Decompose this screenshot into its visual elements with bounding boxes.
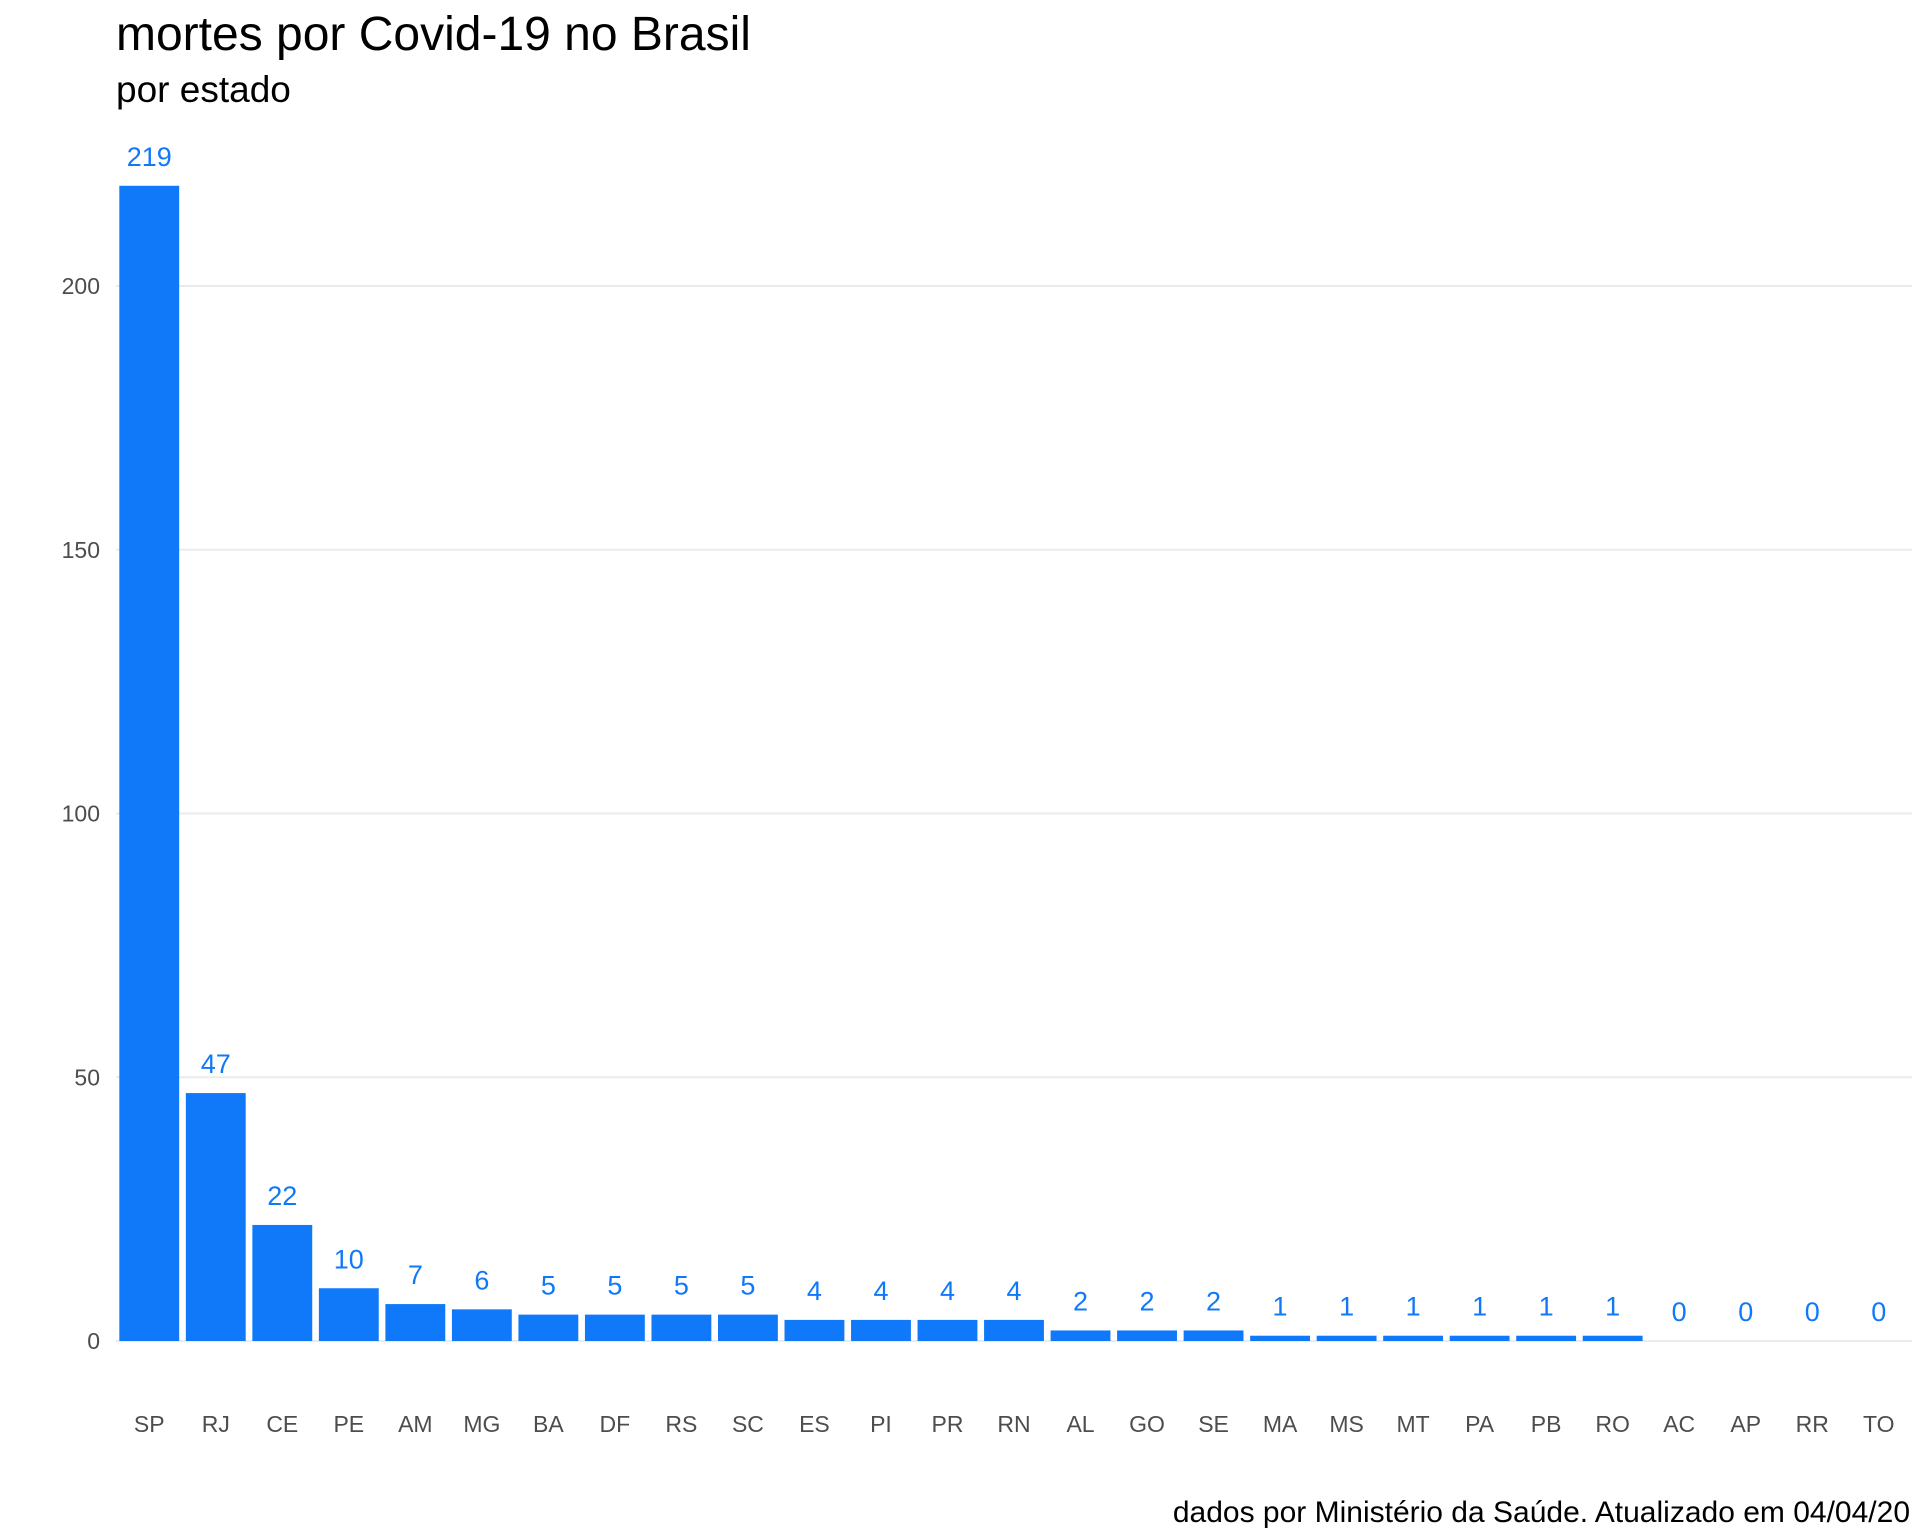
bar-value-label-ms: 1 xyxy=(1339,1292,1354,1322)
bar-value-label-rn: 4 xyxy=(1006,1276,1021,1306)
x-tick-label-to: TO xyxy=(1863,1411,1895,1437)
bar-pi xyxy=(851,1319,911,1341)
bar-value-label-mt: 1 xyxy=(1406,1292,1421,1322)
bar-value-label-rj: 47 xyxy=(201,1049,231,1079)
x-tick-label-pa: PA xyxy=(1465,1411,1495,1437)
bar-value-label-df: 5 xyxy=(607,1271,622,1301)
bar-value-label-go: 2 xyxy=(1140,1286,1155,1316)
y-tick-label: 200 xyxy=(62,273,100,299)
y-tick-label: 100 xyxy=(62,801,100,827)
bars xyxy=(119,185,1643,1341)
bar-rn xyxy=(984,1319,1044,1341)
x-tick-label-df: DF xyxy=(600,1411,631,1437)
bar-value-label-ba: 5 xyxy=(541,1271,556,1301)
x-tick-label-mg: MG xyxy=(463,1411,500,1437)
bar-value-label-rs: 5 xyxy=(674,1271,689,1301)
bar-go xyxy=(1117,1330,1177,1341)
bar-ms xyxy=(1316,1335,1377,1341)
bar-value-label-sc: 5 xyxy=(740,1271,755,1301)
chart-caption: dados por Ministério da Saúde. Atualizad… xyxy=(1173,1496,1910,1529)
bar-am xyxy=(385,1304,446,1341)
bar-al xyxy=(1050,1330,1111,1341)
chart-title: mortes por Covid-19 no Brasil xyxy=(116,8,751,61)
x-tick-label-pi: PI xyxy=(870,1411,892,1437)
x-tick-label-mt: MT xyxy=(1397,1411,1430,1437)
x-tick-label-go: GO xyxy=(1129,1411,1165,1437)
bar-value-label-ap: 0 xyxy=(1738,1297,1753,1327)
bar-value-label-ce: 22 xyxy=(267,1181,297,1211)
bar-mg xyxy=(451,1309,512,1341)
bar-value-label-ac: 0 xyxy=(1672,1297,1687,1327)
bar-value-label-ro: 1 xyxy=(1605,1292,1620,1322)
bar-value-label-al: 2 xyxy=(1073,1286,1088,1316)
bar-ro xyxy=(1582,1335,1643,1341)
x-tick-label-ba: BA xyxy=(533,1411,564,1437)
bar-value-label-ma: 1 xyxy=(1273,1292,1288,1322)
bar-value-label-pb: 1 xyxy=(1539,1292,1554,1322)
bar-es xyxy=(784,1319,845,1341)
bar-sp xyxy=(119,185,180,1341)
bar-df xyxy=(584,1314,645,1341)
x-tick-label-al: AL xyxy=(1066,1411,1094,1437)
x-tick-label-sc: SC xyxy=(732,1411,764,1437)
x-tick-label-es: ES xyxy=(799,1411,830,1437)
bar-value-label-pi: 4 xyxy=(873,1276,888,1306)
x-tick-label-rj: RJ xyxy=(202,1411,230,1437)
bar-pr xyxy=(917,1319,978,1341)
bar-ba xyxy=(518,1314,579,1341)
x-tick-label-ms: MS xyxy=(1329,1411,1364,1437)
chart-subtitle: por estado xyxy=(116,69,291,110)
x-tick-label-ma: MA xyxy=(1263,1411,1298,1437)
bar-value-label-mg: 6 xyxy=(474,1265,489,1295)
x-tick-label-rr: RR xyxy=(1796,1411,1829,1437)
bar-rs xyxy=(651,1314,712,1341)
x-tick-label-am: AM xyxy=(398,1411,433,1437)
bar-value-label-sp: 219 xyxy=(127,142,172,172)
bar-rj xyxy=(185,1093,246,1341)
bar-value-label-to: 0 xyxy=(1871,1297,1886,1327)
x-tick-label-pr: PR xyxy=(932,1411,964,1437)
bar-value-label-rr: 0 xyxy=(1805,1297,1820,1327)
x-tick-label-pe: PE xyxy=(333,1411,364,1437)
x-axis-ticks: SP RJ CE PE AM MG BA DF RS SC ES PI PR RN AL GO SE MA MS MT… xyxy=(134,1411,1895,1437)
bar-value-label-am: 7 xyxy=(408,1260,423,1290)
x-tick-label-sp: SP xyxy=(134,1411,165,1437)
x-tick-label-ce: CE xyxy=(266,1411,298,1437)
bar-pa xyxy=(1449,1335,1510,1341)
bar-value-label-pr: 4 xyxy=(940,1276,955,1306)
bar-se xyxy=(1183,1330,1244,1341)
y-tick-label: 50 xyxy=(74,1064,100,1090)
bar-value-label-pe: 10 xyxy=(334,1244,364,1274)
bar-value-label-se: 2 xyxy=(1206,1286,1221,1316)
y-tick-label: 0 xyxy=(87,1328,100,1354)
x-tick-label-pb: PB xyxy=(1531,1411,1562,1437)
x-tick-label-se: SE xyxy=(1198,1411,1229,1437)
bar-ce xyxy=(252,1224,313,1341)
y-axis-ticks: 0 50 100 150 200 xyxy=(62,273,100,1354)
bar-ma xyxy=(1250,1335,1311,1341)
x-tick-label-rs: RS xyxy=(665,1411,697,1437)
bar-pe xyxy=(318,1288,379,1341)
bar-sc xyxy=(717,1314,778,1341)
x-tick-label-ro: RO xyxy=(1595,1411,1630,1437)
x-tick-label-ac: AC xyxy=(1663,1411,1695,1437)
bar-value-label-es: 4 xyxy=(807,1276,822,1306)
x-tick-label-rn: RN xyxy=(997,1411,1030,1437)
bar-value-label-pa: 1 xyxy=(1472,1292,1487,1322)
bar-mt xyxy=(1383,1335,1444,1341)
y-tick-label: 150 xyxy=(62,537,100,563)
x-tick-label-ap: AP xyxy=(1730,1411,1761,1437)
bar-pb xyxy=(1516,1335,1577,1341)
